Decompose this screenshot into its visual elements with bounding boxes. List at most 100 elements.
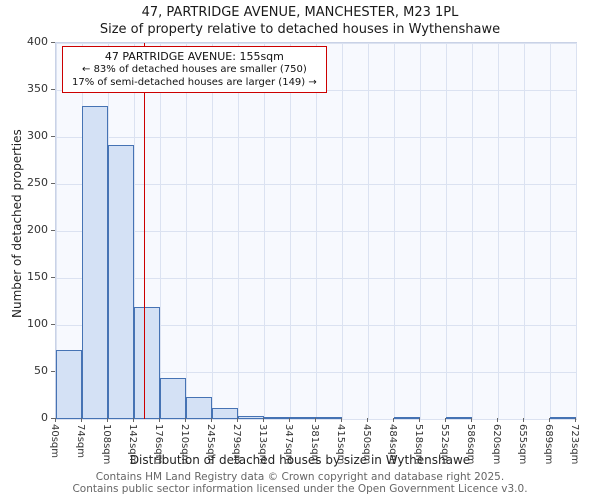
histogram-bar [550,417,576,419]
x-tick-label: 313sqm [257,424,268,465]
x-tick-mark [55,418,56,422]
x-tick-label: 518sqm [413,424,424,465]
histogram-bar [316,417,342,419]
histogram-bar [108,145,134,419]
x-gridline [134,43,135,419]
x-tick-mark [289,418,290,422]
y-tick-mark [51,136,55,137]
y-tick-label: 200 [27,223,48,236]
footer-attribution-ogl: Contains public sector information licen… [72,483,528,495]
x-gridline [160,43,161,419]
x-tick-label: 586sqm [465,424,476,465]
x-tick-label: 108sqm [101,424,112,465]
x-tick-label: 279sqm [231,424,242,465]
x-gridline [576,43,577,419]
x-tick-label: 40sqm [49,424,60,459]
x-tick-mark [81,418,82,422]
x-axis-title: Distribution of detached houses by size … [129,453,471,467]
x-gridline [472,43,473,419]
x-gridline [238,43,239,419]
x-tick-mark [237,418,238,422]
x-tick-label: 620sqm [491,424,502,465]
histogram-bar [56,350,82,419]
x-tick-mark [393,418,394,422]
histogram-bar [264,417,290,419]
y-tick-mark [51,277,55,278]
histogram-bar [186,397,212,419]
y-tick-label: 50 [34,364,48,377]
x-tick-label: 450sqm [361,424,372,465]
footer-attribution-hmlr: Contains HM Land Registry data © Crown c… [95,471,505,483]
x-gridline [550,43,551,419]
x-gridline [316,43,317,419]
y-tick-mark [51,371,55,372]
x-tick-mark [107,418,108,422]
histogram-bar [290,417,316,419]
y-gridline [56,419,576,420]
histogram-bar [212,407,238,419]
x-tick-label: 74sqm [75,424,86,459]
x-tick-mark [549,418,550,422]
y-tick-mark [51,183,55,184]
chart-title: 47, PARTRIDGE AVENUE, MANCHESTER, M23 1P… [141,5,459,20]
x-tick-mark [419,418,420,422]
x-tick-mark [133,418,134,422]
x-gridline [342,43,343,419]
y-tick-label: 150 [27,270,48,283]
y-tick-label: 100 [27,317,48,330]
x-tick-mark [445,418,446,422]
annotation-property-line: 47 PARTRIDGE AVENUE: 155sqm [104,50,284,63]
x-gridline [56,43,57,419]
x-gridline [186,43,187,419]
y-tick-label: 350 [27,82,48,95]
y-tick-mark [51,230,55,231]
x-tick-label: 381sqm [309,424,320,465]
plot-area [55,42,577,420]
x-tick-label: 142sqm [127,424,138,465]
x-tick-mark [523,418,524,422]
x-tick-label: 484sqm [387,424,398,465]
histogram-bar [446,417,472,419]
x-tick-mark [367,418,368,422]
annotation-larger-line: 17% of semi-detached houses are larger (… [72,76,317,88]
marker-annotation-box: 47 PARTRIDGE AVENUE: 155sqm ← 83% of det… [62,46,327,93]
histogram-bar [238,416,264,419]
x-tick-label: 245sqm [205,424,216,465]
histogram-bar [134,307,160,419]
y-tick-mark [51,42,55,43]
x-tick-label: 210sqm [179,424,190,465]
x-gridline [498,43,499,419]
x-gridline [446,43,447,419]
y-tick-label: 0 [41,411,48,424]
x-tick-mark [315,418,316,422]
x-tick-label: 552sqm [439,424,450,465]
x-tick-label: 689sqm [543,424,554,465]
x-tick-mark [471,418,472,422]
x-tick-mark [575,418,576,422]
x-tick-mark [341,418,342,422]
y-tick-label: 300 [27,129,48,142]
x-tick-label: 415sqm [335,424,346,465]
y-tick-label: 400 [27,35,48,48]
histogram-bar [394,417,420,419]
y-tick-label: 250 [27,176,48,189]
chart-subtitle: Size of property relative to detached ho… [99,22,501,37]
x-tick-label: 347sqm [283,424,294,465]
x-gridline [420,43,421,419]
x-tick-label: 723sqm [569,424,580,465]
x-gridline [394,43,395,419]
x-tick-mark [497,418,498,422]
y-tick-mark [51,324,55,325]
x-gridline [290,43,291,419]
x-tick-mark [159,418,160,422]
x-tick-mark [185,418,186,422]
x-gridline [212,43,213,419]
histogram-bar [160,377,186,419]
x-tick-label: 655sqm [517,424,528,465]
x-gridline [524,43,525,419]
x-gridline [368,43,369,419]
y-tick-mark [51,418,55,419]
x-gridline [264,43,265,419]
x-tick-mark [263,418,264,422]
